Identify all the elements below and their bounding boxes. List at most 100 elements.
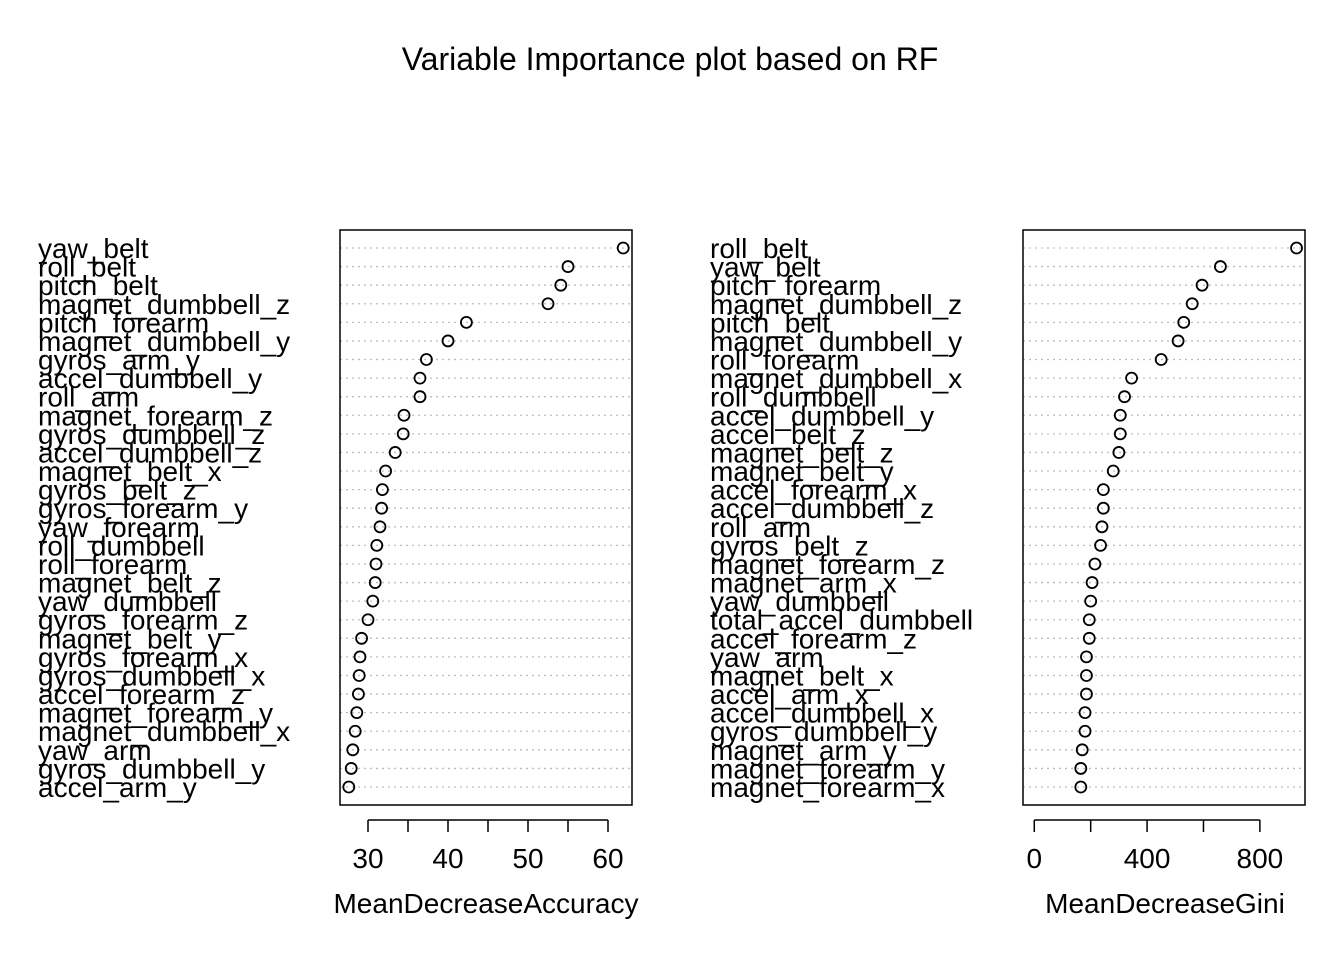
variable-label: magnet_belt_z: [710, 437, 894, 468]
x-axis-label: MeanDecreaseAccuracy: [333, 888, 638, 919]
dotchart-panel-1: yaw_beltroll_beltpitch_beltmagnet_dumbbe…: [38, 229, 639, 919]
data-point: [1084, 594, 1098, 608]
data-point: [1171, 334, 1185, 348]
data-point: [342, 780, 356, 794]
data-point: [1112, 446, 1126, 459]
data-point: [361, 613, 375, 627]
variable-label: accel_forearm_z: [38, 679, 245, 710]
variable-label: roll_forearm: [38, 549, 187, 580]
data-point: [419, 353, 433, 366]
variable-label: magnet_forearm_z: [38, 400, 273, 431]
variable-label: magnet_forearm_z: [710, 549, 945, 580]
data-point: [1074, 762, 1088, 775]
variable-label: roll_arm: [38, 382, 139, 413]
plot-frame: [1022, 229, 1306, 806]
variable-label: roll_forearm: [710, 345, 859, 376]
data-point: [344, 762, 358, 775]
data-point: [1088, 557, 1102, 571]
variable-label: pitch_belt: [38, 270, 158, 301]
variable-label: magnet_forearm_x: [710, 772, 945, 803]
variable-label: yaw_belt: [710, 252, 821, 283]
x-tick-label: 400: [1124, 843, 1171, 874]
data-point: [413, 390, 427, 404]
data-point: [1096, 501, 1110, 515]
variable-label: magnet_forearm_y: [710, 753, 945, 784]
variable-label: gyros_forearm_x: [38, 642, 248, 673]
data-point: [397, 408, 411, 422]
variable-label: gyros_dumbbell_y: [710, 716, 937, 747]
data-point: [352, 669, 366, 682]
data-point: [1082, 631, 1096, 645]
x-tick-label: 800: [1237, 843, 1284, 874]
data-point: [1080, 669, 1093, 682]
x-axis-label: MeanDecreaseGini: [1045, 888, 1285, 919]
variable-label: magnet_belt_y: [710, 456, 894, 487]
variable-label: total_accel_dumbbell: [710, 605, 973, 636]
data-point: [370, 538, 384, 552]
data-point: [1118, 390, 1131, 404]
variable-label: magnet_dumbbell_x: [38, 716, 290, 747]
data-point: [1290, 241, 1303, 255]
variable-label: magnet_dumbbell_z: [38, 289, 290, 320]
data-point: [441, 334, 455, 348]
data-point: [1075, 743, 1089, 757]
data-point: [1094, 538, 1107, 552]
variable-label: pitch_forearm: [38, 307, 209, 338]
variable-label: magnet_belt_x: [38, 456, 222, 487]
data-point: [353, 650, 367, 664]
variable-label: magnet_dumbbell_y: [38, 326, 290, 357]
plot-frame: [339, 229, 633, 806]
variable-label: yaw_arm: [710, 642, 824, 673]
data-point: [373, 520, 387, 534]
variable-label: accel_dumbbell_x: [710, 698, 934, 729]
data-point: [348, 724, 362, 738]
variable-label: gyros_dumbbell_x: [38, 660, 265, 691]
data-point: [1177, 315, 1191, 329]
data-point: [346, 743, 360, 757]
variable-label: roll_arm: [710, 512, 811, 543]
data-point: [1185, 297, 1199, 311]
data-point: [396, 427, 410, 441]
variable-label: accel_belt_z: [710, 419, 866, 450]
variable-label: pitch_forearm: [710, 270, 881, 301]
variable-label: roll_belt: [38, 252, 136, 283]
variable-label: magnet_dumbbell_z: [710, 289, 962, 320]
x-tick-label: 60: [592, 843, 623, 874]
variable-label: magnet_belt_x: [710, 660, 894, 691]
x-tick-label: 40: [432, 843, 463, 874]
variable-label: accel_arm_x: [710, 679, 869, 710]
data-point: [1078, 724, 1092, 738]
chart-title: Variable Importance plot based on RF: [402, 41, 939, 77]
data-point: [388, 446, 402, 459]
data-point: [1214, 260, 1227, 273]
variable-label: accel_dumbbell_z: [710, 493, 934, 524]
variable-label: accel_forearm_x: [710, 475, 917, 506]
x-tick-label: 0: [1026, 843, 1042, 874]
data-point: [1106, 464, 1120, 478]
data-point: [1080, 650, 1093, 664]
variable-label: magnet_dumbbell_x: [710, 363, 962, 394]
variable-label: gyros_belt_z: [710, 530, 869, 561]
variable-label: pitch_belt: [710, 307, 830, 338]
variable-label: gyros_arm_y: [38, 345, 200, 376]
variable-label: gyros_dumbbell_z: [38, 419, 265, 450]
dotchart-panel-2: roll_beltyaw_beltpitch_forearmmagnet_dum…: [710, 229, 1306, 919]
x-tick-label: 50: [512, 843, 543, 874]
data-point: [351, 687, 365, 701]
variable-label: gyros_forearm_y: [38, 493, 248, 524]
data-point: [616, 241, 630, 255]
data-point: [554, 278, 568, 292]
variable-label: gyros_forearm_z: [38, 605, 248, 636]
variable-label: gyros_belt_z: [38, 475, 197, 506]
data-point: [379, 464, 393, 478]
data-point: [1074, 780, 1088, 794]
data-point: [368, 576, 382, 589]
variable-label: yaw_dumbbell: [38, 586, 217, 617]
variable-label: yaw_forearm: [38, 512, 200, 543]
variable-label: accel_dumbbell_z: [38, 437, 262, 468]
data-point: [1082, 613, 1096, 627]
data-point: [1095, 520, 1109, 534]
variable-label: accel_dumbbell_y: [710, 400, 934, 431]
data-point: [375, 501, 389, 515]
